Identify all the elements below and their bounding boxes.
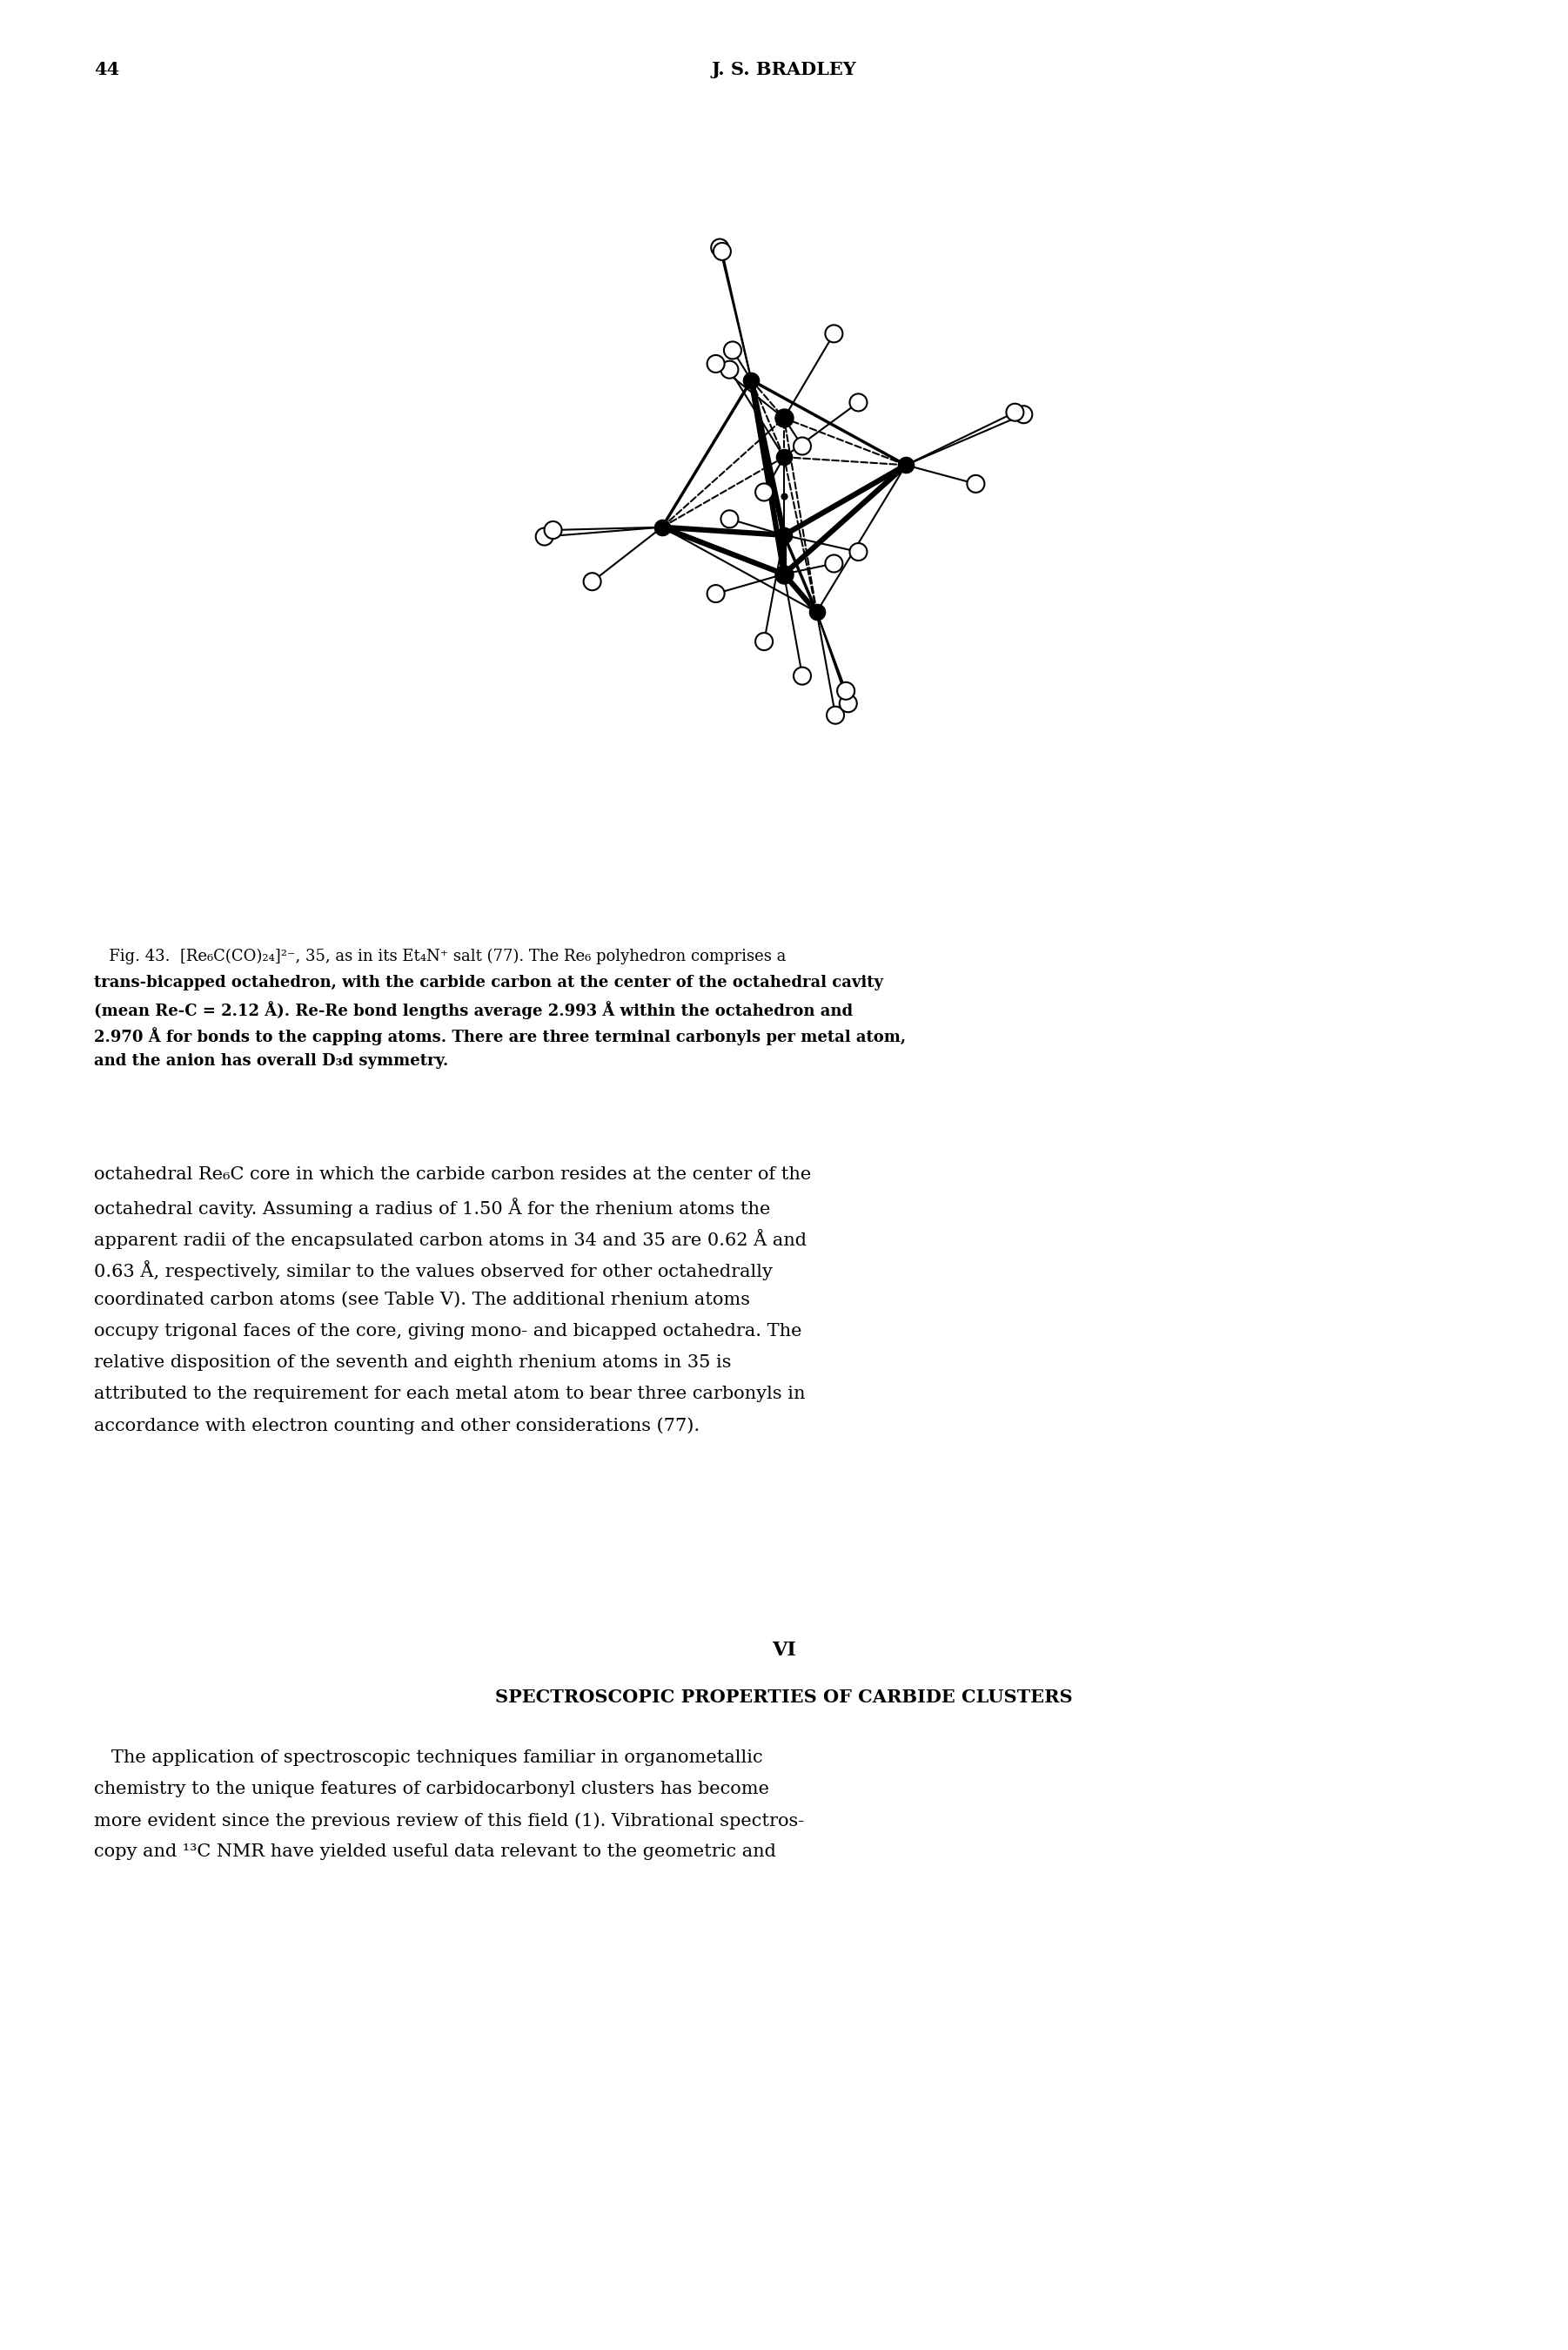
Circle shape: [793, 437, 811, 456]
Circle shape: [536, 529, 554, 545]
Text: J. S. BRADLEY: J. S. BRADLEY: [712, 61, 856, 78]
Text: occupy trigonal faces of the core, giving mono- and bicapped octahedra. The: occupy trigonal faces of the core, givin…: [94, 1323, 801, 1340]
Text: attributed to the requirement for each metal atom to bear three carbonyls in: attributed to the requirement for each m…: [94, 1386, 806, 1403]
Text: copy and ¹³C NMR have yielded useful data relevant to the geometric and: copy and ¹³C NMR have yielded useful dat…: [94, 1842, 776, 1859]
Circle shape: [724, 341, 742, 360]
Point: [771, 400, 797, 437]
Circle shape: [707, 355, 724, 374]
Text: octahedral Re₆C core in which the carbide carbon resides at the center of the: octahedral Re₆C core in which the carbid…: [94, 1166, 811, 1182]
Circle shape: [850, 543, 867, 562]
Circle shape: [756, 484, 773, 501]
Circle shape: [967, 475, 985, 494]
Text: (mean Re-C = 2.12 Å). Re-Re bond lengths average 2.993 Å within the octahedron a: (mean Re-C = 2.12 Å). Re-Re bond lengths…: [94, 1001, 853, 1020]
Circle shape: [837, 682, 855, 700]
Text: VI: VI: [771, 1640, 797, 1659]
Text: relative disposition of the seventh and eighth rhenium atoms in 35 is: relative disposition of the seventh and …: [94, 1354, 731, 1370]
Circle shape: [721, 362, 739, 378]
Point: [771, 555, 797, 592]
Circle shape: [793, 667, 811, 684]
Text: trans-bicapped octahedron, with the carbide carbon at the center of the octahedr: trans-bicapped octahedron, with the carb…: [94, 975, 883, 989]
Circle shape: [721, 510, 739, 529]
Text: 44: 44: [94, 61, 119, 78]
Text: apparent radii of the encapsulated carbon atoms in 34 and 35 are 0.62 Å and: apparent radii of the encapsulated carbo…: [94, 1229, 806, 1248]
Circle shape: [839, 696, 856, 712]
Text: chemistry to the unique features of carbidocarbonyl clusters has become: chemistry to the unique features of carb…: [94, 1781, 770, 1798]
Point: [771, 517, 797, 555]
Circle shape: [826, 707, 844, 724]
Circle shape: [850, 395, 867, 411]
Circle shape: [544, 522, 561, 538]
Point: [771, 477, 797, 515]
Circle shape: [756, 632, 773, 651]
Point: [894, 446, 919, 484]
Text: Fig. 43.  [Re₆C(CO)₂₄]²⁻, 35, as in its Et₄N⁺ salt (77). The Re₆ polyhedron comp: Fig. 43. [Re₆C(CO)₂₄]²⁻, 35, as in its E…: [94, 949, 786, 964]
Text: more evident since the previous review of this field (1). Vibrational spectros-: more evident since the previous review o…: [94, 1812, 804, 1828]
Circle shape: [583, 573, 601, 590]
Circle shape: [1014, 407, 1032, 423]
Text: The application of spectroscopic techniques familiar in organometallic: The application of spectroscopic techniq…: [94, 1748, 762, 1765]
Point: [739, 362, 764, 400]
Point: [804, 592, 829, 630]
Text: SPECTROSCOPIC PROPERTIES OF CARBIDE CLUSTERS: SPECTROSCOPIC PROPERTIES OF CARBIDE CLUS…: [495, 1690, 1073, 1706]
Text: and the anion has overall D₃d symmetry.: and the anion has overall D₃d symmetry.: [94, 1053, 448, 1069]
Circle shape: [825, 555, 842, 573]
Text: 0.63 Å, respectively, similar to the values observed for other octahedrally: 0.63 Å, respectively, similar to the val…: [94, 1260, 773, 1281]
Circle shape: [707, 585, 724, 602]
Text: octahedral cavity. Assuming a radius of 1.50 Å for the rhenium atoms the: octahedral cavity. Assuming a radius of …: [94, 1198, 770, 1217]
Text: coordinated carbon atoms (see Table V). The additional rhenium atoms: coordinated carbon atoms (see Table V). …: [94, 1293, 750, 1309]
Text: 2.970 Å for bonds to the capping atoms. There are three terminal carbonyls per m: 2.970 Å for bonds to the capping atoms. …: [94, 1027, 906, 1046]
Text: accordance with electron counting and other considerations (77).: accordance with electron counting and ot…: [94, 1417, 699, 1434]
Circle shape: [825, 324, 842, 343]
Point: [649, 508, 674, 545]
Point: [771, 439, 797, 477]
Circle shape: [713, 242, 731, 261]
Circle shape: [712, 240, 729, 256]
Circle shape: [1007, 404, 1024, 421]
